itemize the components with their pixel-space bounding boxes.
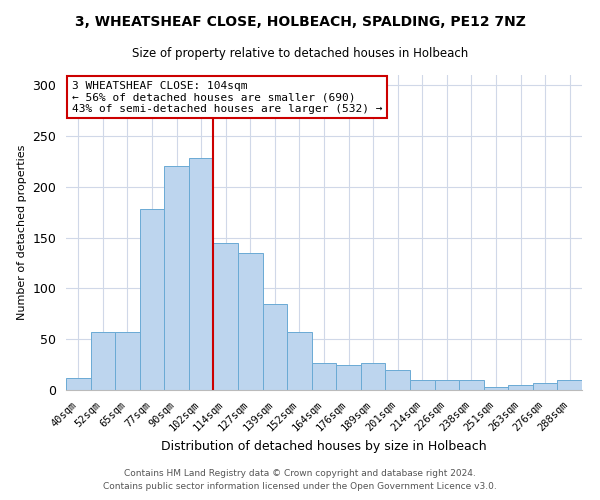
Bar [91, 332, 115, 390]
Text: Contains HM Land Registry data © Crown copyright and database right 2024.: Contains HM Land Registry data © Crown c… [124, 468, 476, 477]
Bar [214, 242, 238, 390]
Text: 3 WHEATSHEAF CLOSE: 104sqm
← 56% of detached houses are smaller (690)
43% of sem: 3 WHEATSHEAF CLOSE: 104sqm ← 56% of deta… [71, 80, 382, 114]
Y-axis label: Number of detached properties: Number of detached properties [17, 145, 27, 320]
Bar [312, 362, 336, 390]
Bar [263, 304, 287, 390]
Bar [434, 380, 459, 390]
Bar [189, 158, 214, 390]
Bar [459, 380, 484, 390]
Text: Size of property relative to detached houses in Holbeach: Size of property relative to detached ho… [132, 48, 468, 60]
Bar [336, 364, 361, 390]
Bar [287, 332, 312, 390]
Text: Contains public sector information licensed under the Open Government Licence v3: Contains public sector information licen… [103, 482, 497, 491]
Bar [557, 380, 582, 390]
Bar [140, 209, 164, 390]
Bar [115, 332, 140, 390]
Bar [533, 383, 557, 390]
Bar [238, 253, 263, 390]
Bar [66, 378, 91, 390]
Bar [484, 387, 508, 390]
Bar [361, 362, 385, 390]
Bar [385, 370, 410, 390]
Bar [410, 380, 434, 390]
Bar [164, 166, 189, 390]
Bar [508, 385, 533, 390]
X-axis label: Distribution of detached houses by size in Holbeach: Distribution of detached houses by size … [161, 440, 487, 454]
Text: 3, WHEATSHEAF CLOSE, HOLBEACH, SPALDING, PE12 7NZ: 3, WHEATSHEAF CLOSE, HOLBEACH, SPALDING,… [74, 15, 526, 29]
